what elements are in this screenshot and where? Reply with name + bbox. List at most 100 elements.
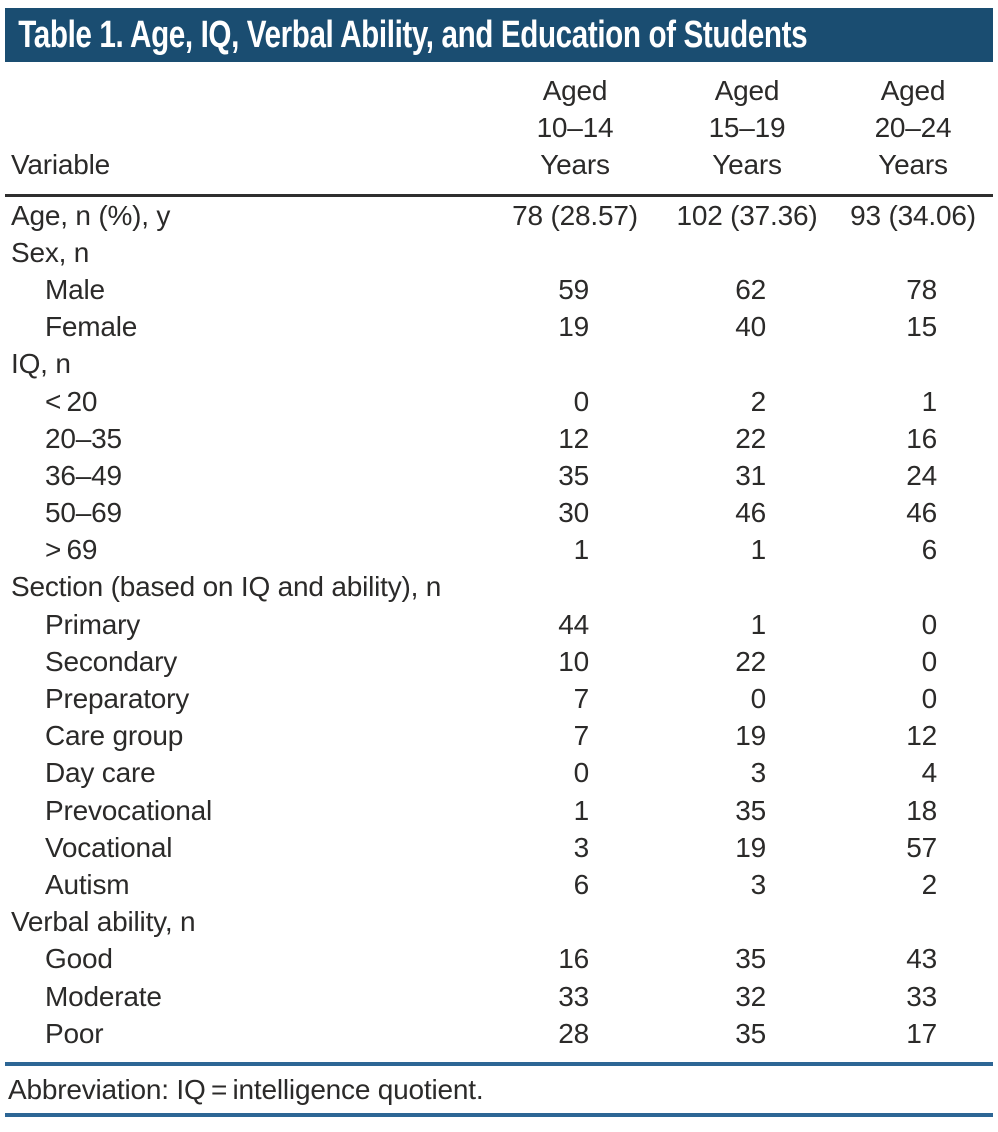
value-cell-aged-15-19: 22 (735, 422, 766, 454)
value-cell-aged-20-24: 16 (906, 422, 937, 454)
row-label: Moderate (45, 980, 162, 1012)
row-label: Male (45, 273, 105, 305)
value-cell-aged-10-14: 7 (573, 720, 590, 752)
table-row: Verbal ability, n (5, 904, 993, 941)
row-label: > 69 (45, 534, 98, 566)
value-cell-aged-15-19: 0 (750, 683, 767, 715)
value-cell-aged-15-19: 1 (750, 534, 767, 566)
value-cell-aged-20-24: 17 (906, 1017, 937, 1049)
value-cell-aged-20-24: 4 (921, 757, 938, 789)
table-header: Variable Aged 10–14 Years Aged 15–19 Yea… (5, 62, 993, 197)
table-footnote-area: Abbreviation: IQ = intelligence quotient… (5, 1062, 993, 1118)
value-cell-aged-10-14: 12 (558, 422, 589, 454)
row-label: 50–69 (45, 497, 122, 529)
value-cell-aged-15-19: 1 (750, 608, 767, 640)
value-cell-aged-10-14: 59 (558, 273, 589, 305)
value-cell-aged-20-24: 24 (906, 459, 937, 491)
row-label: Day care (45, 757, 156, 789)
value-cell-aged-15-19 (661, 569, 833, 606)
value-cell-aged-10-14: 44 (558, 608, 589, 640)
table-row: Sex, n (5, 234, 993, 271)
value-cell-aged-20-24: 0 (921, 645, 938, 677)
value-cell-aged-10-14: 78 (28.57) (512, 199, 638, 231)
header-line-years: Years (540, 149, 610, 180)
row-label: Verbal ability, n (11, 906, 196, 938)
value-cell-aged-20-24: 57 (906, 831, 937, 863)
column-header-aged-15-19: Aged 15–19 Years (661, 62, 833, 197)
header-line-aged: Aged (542, 75, 608, 106)
row-label: < 20 (45, 385, 98, 417)
value-cell-aged-10-14: 6 (573, 868, 590, 900)
row-label: Care group (45, 720, 184, 752)
table-row: Day care 0 3 4 (5, 755, 993, 792)
value-cell-aged-15-19: 35 (735, 943, 766, 975)
table-row: 20–35 12 22 16 (5, 420, 993, 457)
table-row: Primary 44 1 0 (5, 606, 993, 643)
header-line-aged: Aged (880, 75, 946, 106)
table-row: Poor 28 35 17 (5, 1015, 993, 1052)
value-cell-aged-10-14 (489, 904, 661, 941)
table-row: Autism 6 3 2 (5, 866, 993, 903)
header-line-range: 10–14 (536, 112, 614, 143)
row-label: Sex, n (11, 236, 90, 268)
value-cell-aged-10-14: 16 (558, 943, 589, 975)
row-label: Good (45, 943, 113, 975)
table-title-bar: Table 1. Age, IQ, Verbal Ability, and Ed… (5, 8, 993, 62)
value-cell-aged-15-19: 62 (735, 273, 766, 305)
header-line-range: 15–19 (708, 112, 786, 143)
value-cell-aged-15-19 (661, 346, 833, 383)
value-cell-aged-10-14 (489, 346, 661, 383)
row-label: Poor (45, 1017, 104, 1049)
value-cell-aged-10-14: 7 (573, 683, 590, 715)
header-line-years: Years (712, 149, 782, 180)
table-row: Vocational 3 19 57 (5, 829, 993, 866)
row-label: IQ, n (11, 348, 71, 380)
row-label: Female (45, 311, 138, 343)
table-row: Moderate 33 32 33 (5, 978, 993, 1015)
value-cell-aged-20-24 (833, 904, 993, 941)
value-cell-aged-10-14: 10 (558, 645, 589, 677)
table-row: Secondary 10 22 0 (5, 643, 993, 680)
value-cell-aged-20-24: 0 (921, 683, 938, 715)
row-label: Preparatory (45, 683, 190, 715)
value-cell-aged-20-24 (833, 569, 993, 606)
row-label: Vocational (45, 831, 173, 863)
row-label: Primary (45, 608, 141, 640)
table-row: > 69 1 1 6 (5, 532, 993, 569)
row-label: Autism (45, 868, 130, 900)
value-cell-aged-15-19: 32 (735, 980, 766, 1012)
value-cell-aged-10-14: 1 (573, 534, 590, 566)
table-body: Age, n (%), y 78 (28.57) 102 (37.36) 93 … (5, 196, 993, 1053)
value-cell-aged-20-24: 33 (906, 980, 937, 1012)
header-row: Variable Aged 10–14 Years Aged 15–19 Yea… (5, 62, 993, 197)
table-row: Age, n (%), y 78 (28.57) 102 (37.36) 93 … (5, 196, 993, 235)
value-cell-aged-20-24 (833, 346, 993, 383)
value-cell-aged-20-24: 2 (921, 868, 938, 900)
row-label: 20–35 (45, 422, 122, 454)
value-cell-aged-10-14: 30 (558, 497, 589, 529)
table-title: Table 1. Age, IQ, Verbal Ability, and Ed… (18, 13, 808, 56)
value-cell-aged-20-24: 6 (921, 534, 938, 566)
value-cell-aged-15-19: 3 (750, 757, 767, 789)
value-cell-aged-10-14 (489, 234, 661, 271)
value-cell-aged-15-19: 31 (735, 459, 766, 491)
value-cell-aged-15-19: 19 (735, 831, 766, 863)
value-cell-aged-15-19: 19 (735, 720, 766, 752)
value-cell-aged-10-14: 19 (558, 311, 589, 343)
value-cell-aged-20-24: 93 (34.06) (850, 199, 976, 231)
value-cell-aged-15-19 (661, 904, 833, 941)
value-cell-aged-15-19: 40 (735, 311, 766, 343)
column-header-variable: Variable (5, 62, 489, 197)
table-row: 36–49 35 31 24 (5, 457, 993, 494)
value-cell-aged-10-14 (489, 569, 661, 606)
value-cell-aged-20-24: 46 (906, 497, 937, 529)
table-row: 50–69 30 46 46 (5, 495, 993, 532)
header-line-range: 20–24 (874, 112, 952, 143)
table-frame: Table 1. Age, IQ, Verbal Ability, and Ed… (5, 8, 993, 1118)
abbreviation-note: Abbreviation: IQ = intelligence quotient… (8, 1073, 484, 1105)
table-row: Prevocational 1 35 18 (5, 792, 993, 829)
value-cell-aged-20-24: 78 (906, 273, 937, 305)
value-cell-aged-20-24 (833, 234, 993, 271)
table-row: Male 59 62 78 (5, 271, 993, 308)
